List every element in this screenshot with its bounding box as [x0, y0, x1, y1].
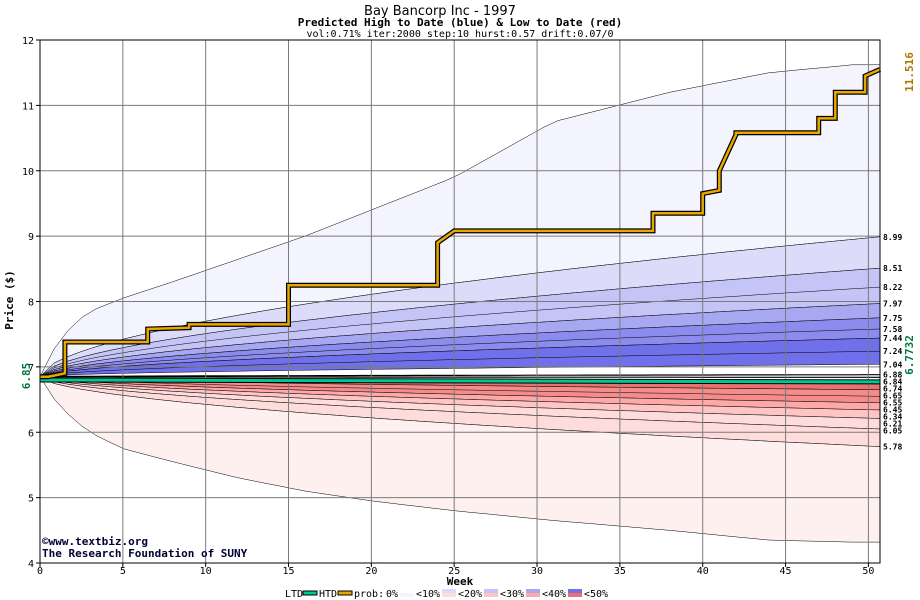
chart-parameters: vol:0.71% iter:2000 step:10 hurst:0.57 d…: [306, 29, 613, 40]
right-value-label: 7.04: [883, 360, 902, 369]
y-axis-ticks: 4 5 6 7 8 9 10 11 12: [22, 36, 40, 570]
right-value-label: 7.44: [883, 334, 902, 343]
x-axis-ticks: 0 5 10 15 20 25 30 35 40 45 50: [37, 563, 874, 577]
right-value-label: 8.51: [883, 264, 902, 273]
htd-line: [40, 68, 881, 378]
legend-bucket-label: <50%: [584, 589, 608, 600]
right-value-label: 8.99: [883, 233, 902, 242]
center-contour-1: [40, 376, 880, 378]
x-tick-label: 15: [282, 566, 294, 577]
x-tick-label: 0: [37, 566, 43, 577]
chart-title: Bay Bancorp Inc - 1997: [364, 4, 516, 19]
legend-htd-label: HTD: [319, 589, 337, 600]
right-value-label: 7.75: [883, 314, 902, 323]
y-tick-label: 11: [22, 101, 34, 112]
legend-ltd-label: LTD: [285, 589, 303, 600]
y-tick-label: 9: [28, 232, 34, 243]
legend-bucket-swatch-top: [526, 589, 540, 593]
x-tick-label: 45: [780, 566, 792, 577]
credit-org: The Research Foundation of SUNY: [42, 547, 248, 560]
start-price-label: 6.85: [20, 363, 33, 390]
y-tick-label: 12: [22, 36, 34, 47]
x-tick-label: 35: [614, 566, 626, 577]
credit-site: ©www.textbiz.org: [42, 535, 148, 548]
right-value-label: 5.78: [883, 443, 902, 452]
right-value-label: 7.97: [883, 299, 902, 308]
right-value-label: 6.74: [883, 385, 902, 394]
x-tick-label: 20: [365, 566, 377, 577]
legend-bucket-label: <20%: [458, 589, 482, 600]
legend-bucket-swatch-bottom: [442, 593, 456, 597]
right-value-label: 6.45: [883, 406, 902, 415]
y-tick-label: 10: [22, 167, 34, 178]
legend-ltd-swatch: [302, 590, 318, 596]
right-value-label: 6.65: [883, 392, 902, 401]
right-value-label: 8.22: [883, 283, 902, 292]
legend-bucket-swatch-bottom: [526, 593, 540, 597]
red-contour-0: [39, 376, 881, 397]
x-tick-label: 5: [120, 566, 126, 577]
right-value-label: 6.34: [883, 413, 902, 422]
blue-contour-0: [39, 286, 881, 377]
legend-bucket-label: <10%: [416, 589, 440, 600]
right-value-label: 6.21: [883, 420, 902, 429]
y-tick-label: 5: [28, 494, 34, 505]
legend-htd-swatch: [337, 590, 353, 596]
right-value-label: 6.55: [883, 399, 902, 408]
legend-bucket-swatch-top: [484, 589, 498, 593]
y-tick-label: 4: [28, 559, 34, 570]
x-tick-label: 25: [448, 566, 460, 577]
legend-bucket-swatch-bottom: [484, 593, 498, 597]
x-tick-label: 30: [531, 566, 543, 577]
legend-bucket-swatch-top: [442, 589, 456, 593]
legend-bucket-swatch-top: [568, 589, 582, 593]
ltd-line: [39, 378, 881, 384]
end-high-label: 11.516: [903, 52, 916, 92]
y-tick-label: 7: [28, 363, 34, 374]
blue-contour-2: [39, 350, 881, 377]
legend-bucket-swatch-bottom: [568, 593, 582, 597]
y-tick-label: 8: [28, 298, 34, 309]
right-value-label: 6.84: [883, 378, 902, 387]
copyright-symbol: ©: [42, 535, 49, 548]
series-lines: [39, 67, 882, 385]
right-value-label: 7.58: [883, 325, 902, 334]
right-value-label: 6.88: [883, 371, 902, 380]
right-value-labels: 8.99 8.51 8.22 7.97 7.75 7.587.44 7.24 7.04 6.88…: [883, 233, 902, 452]
legend-bucket-label: <30%: [500, 589, 524, 600]
right-value-label: 7.24: [883, 347, 902, 356]
blue-contour-1: [39, 328, 881, 377]
x-tick-label: 50: [862, 566, 874, 577]
x-axis-label: Week: [447, 575, 474, 588]
legend-bucket-label: 0%: [386, 589, 398, 600]
center-contour-0: [39, 374, 880, 378]
chart-subtitle: Predicted High to Date (blue) & Low to D…: [298, 16, 623, 29]
grid-lines: [39, 39, 880, 564]
right-value-label: 6.05: [883, 427, 902, 436]
y-axis-label: Price ($): [3, 270, 16, 330]
legend-prob-label: prob:: [354, 589, 384, 600]
end-low-label: 6.7732: [903, 335, 916, 375]
x-tick-label: 40: [697, 566, 709, 577]
legend-bucket-swatch-bottom: [400, 593, 414, 597]
y-tick-label: 6: [28, 428, 34, 439]
legend: LTD HTD prob: 0% <10% <20% <30% <40% <50%: [285, 589, 608, 600]
legend-bucket-label: <40%: [542, 589, 566, 600]
x-tick-label: 10: [200, 566, 212, 577]
legend-buckets: 0% <10% <20% <30% <40% <50%: [386, 589, 608, 600]
credit-site-url: www.textbiz.org: [49, 535, 148, 548]
legend-bucket-swatch-top: [400, 589, 414, 593]
